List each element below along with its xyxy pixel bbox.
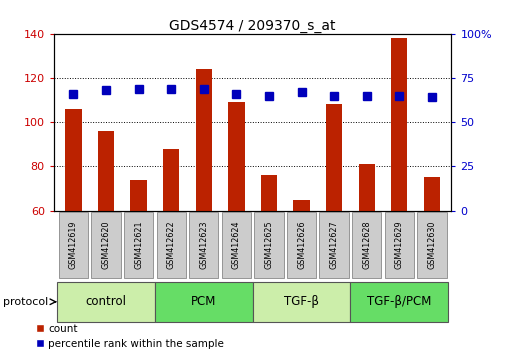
Bar [261, 175, 277, 211]
Bar [57, 282, 155, 322]
Text: GSM412624: GSM412624 [232, 221, 241, 269]
Bar [252, 282, 350, 322]
Text: PCM: PCM [191, 295, 216, 308]
Bar [320, 212, 349, 278]
Bar [352, 212, 381, 278]
Bar [293, 200, 310, 211]
Text: GSM412619: GSM412619 [69, 221, 78, 269]
Bar [359, 164, 375, 211]
Bar [156, 212, 186, 278]
Bar [195, 69, 212, 211]
Bar [189, 212, 219, 278]
Bar [326, 104, 342, 211]
Title: GDS4574 / 209370_s_at: GDS4574 / 209370_s_at [169, 19, 336, 33]
Bar [228, 102, 245, 211]
Bar [417, 212, 446, 278]
Text: GSM412629: GSM412629 [395, 221, 404, 269]
Bar [130, 180, 147, 211]
Text: TGF-β: TGF-β [284, 295, 319, 308]
Bar [424, 177, 440, 211]
Legend: count, percentile rank within the sample: count, percentile rank within the sample [36, 324, 224, 349]
Text: TGF-β/PCM: TGF-β/PCM [367, 295, 431, 308]
Text: GSM412627: GSM412627 [330, 221, 339, 269]
Text: GSM412630: GSM412630 [427, 221, 437, 269]
Text: GSM412621: GSM412621 [134, 221, 143, 269]
Text: GSM412625: GSM412625 [264, 221, 273, 269]
Text: GSM412626: GSM412626 [297, 221, 306, 269]
Text: protocol: protocol [3, 297, 48, 307]
Text: control: control [86, 295, 127, 308]
Bar [385, 212, 414, 278]
Bar [124, 212, 153, 278]
Bar [65, 109, 82, 211]
Bar [222, 212, 251, 278]
Bar [254, 212, 284, 278]
Text: GSM412622: GSM412622 [167, 221, 175, 269]
Bar [391, 38, 407, 211]
Bar [287, 212, 316, 278]
Bar [91, 212, 121, 278]
Bar [59, 212, 88, 278]
Text: GSM412623: GSM412623 [199, 221, 208, 269]
Bar [98, 131, 114, 211]
Text: GSM412620: GSM412620 [102, 221, 110, 269]
Bar [155, 282, 252, 322]
Text: GSM412628: GSM412628 [362, 221, 371, 269]
Bar [350, 282, 448, 322]
Bar [163, 149, 180, 211]
